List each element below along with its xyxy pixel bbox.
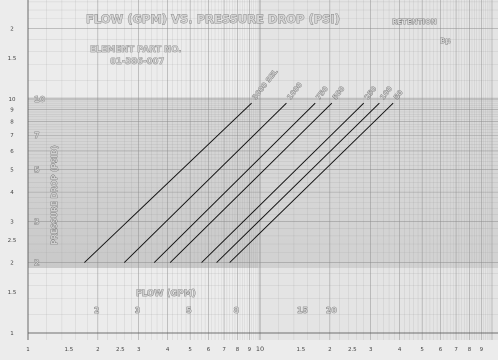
x-tick-label: 6 <box>207 347 211 353</box>
tick-labels: 1 1.5 2 2.5 3 4 5 6 7 8 9 10 1.5 2 2.5 3 4 5 6 7 8 9 1 1.5 2 2.5 3… <box>8 27 484 353</box>
x-tick-label: 4 <box>398 347 402 353</box>
x-tick-label: 5 <box>188 347 192 353</box>
x-highlight-label: 8 <box>234 306 240 315</box>
x-highlight-label: 5 <box>186 306 192 315</box>
shaded-band-vertical <box>258 0 498 340</box>
x-tick-label: 6 <box>439 347 443 353</box>
y-highlight-label: 2 <box>34 259 40 268</box>
x-tick-label: 7 <box>454 347 458 353</box>
grid <box>27 0 498 340</box>
series-line <box>84 102 252 263</box>
y-axis-label: PRESSURE DROP (PSID) <box>50 145 59 245</box>
y-tick-label: 2 <box>10 261 14 267</box>
chart-title-suffix: RETENTION <box>392 18 437 26</box>
x-highlight-label: 2 <box>94 306 100 315</box>
y-highlight-label: 5 <box>34 165 40 174</box>
y-highlight-label: 10 <box>34 95 46 104</box>
x-tick-label: 5 <box>420 347 424 353</box>
series-line <box>169 102 333 263</box>
x-tick-label: 2.5 <box>348 347 357 353</box>
y-tick-label: 2 <box>10 27 14 33</box>
x-axis-label: FLOW (GPM) <box>136 289 196 299</box>
x-tick-label: 3 <box>369 347 373 353</box>
x-tick-label: 10 <box>256 345 264 353</box>
x-tick-label: 2.5 <box>116 347 125 353</box>
y-highlight-label: 3 <box>34 217 40 226</box>
y-tick-label: 8 <box>10 120 14 126</box>
y-tick-label: 1 <box>10 331 14 337</box>
chart-subtitle-line2: 01-386-007 <box>110 57 164 67</box>
x-highlight-label: 15 <box>297 306 309 315</box>
x-tick-label: 2 <box>328 347 332 353</box>
series-line <box>229 102 394 263</box>
x-tick-label: 9 <box>480 347 484 353</box>
x-tick-label: 8 <box>236 347 240 353</box>
y-tick-label: 3 <box>10 219 14 225</box>
y-tick-label: 9 <box>10 108 14 114</box>
x-tick-label: 1.5 <box>64 347 73 353</box>
x-highlight-label: 3 <box>135 306 141 315</box>
highlight-labels: 10 7 5 3 2 2 3 5 8 15 20 <box>34 95 338 316</box>
chart-title-suffix-sub: Bμ <box>440 37 451 45</box>
y-tick-label: 5 <box>10 167 14 173</box>
x-tick-label: 2 <box>96 347 100 353</box>
x-tick-label: 8 <box>468 347 472 353</box>
chart-title: FLOW (GPM) VS. PRESSURE DROP (PSI) <box>86 12 340 26</box>
chart-subtitle-line1: ELEMENT PART NO. <box>90 45 182 55</box>
y-tick-label: 2.5 <box>8 238 17 244</box>
x-tick-label: 9 <box>248 347 252 353</box>
y-tick-label: 4 <box>10 190 14 196</box>
x-tick-label: 7 <box>222 347 226 353</box>
y-tick-label: 6 <box>10 149 14 155</box>
x-tick-label: 1 <box>26 347 30 353</box>
y-tick-label: 7 <box>10 133 14 139</box>
y-highlight-label: 7 <box>34 131 40 140</box>
series-line <box>201 102 365 263</box>
y-tick-label: 1.5 <box>8 290 17 296</box>
y-tick-label: 1.5 <box>8 56 17 62</box>
y-tick-label: 10 <box>9 97 16 103</box>
series-line <box>216 102 380 263</box>
x-highlight-label: 20 <box>326 306 338 315</box>
x-tick-label: 4 <box>166 347 170 353</box>
series-line <box>123 102 287 263</box>
x-tick-label: 3 <box>137 347 141 353</box>
series-line <box>153 102 316 263</box>
x-tick-label: 1.5 <box>296 347 305 353</box>
